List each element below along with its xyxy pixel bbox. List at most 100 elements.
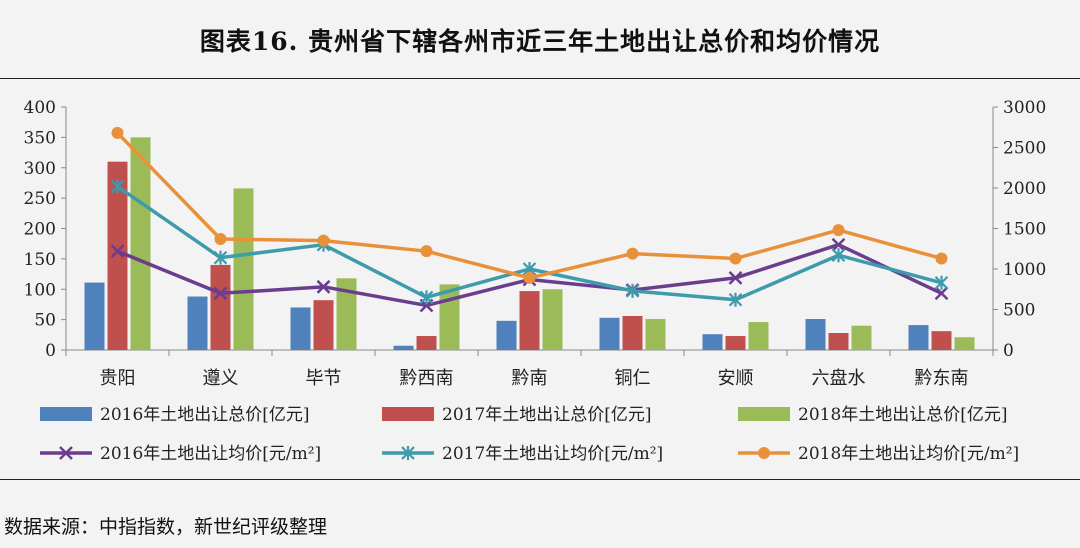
left-tick-label: 400: [24, 98, 56, 118]
x-tick-label: 黔东南: [915, 368, 969, 389]
right-tick-label: 1500: [1003, 220, 1046, 240]
bar: [393, 345, 414, 350]
bar: [725, 336, 746, 350]
legend-line-swatch: [738, 447, 790, 459]
data-point: [728, 271, 743, 285]
left-tick-label: 200: [24, 220, 56, 240]
data-point: [401, 446, 415, 460]
legend-label: 2016年土地出让均价[元/m²]: [100, 444, 321, 464]
legend-label: 2017年土地出让总价[亿元]: [442, 405, 652, 425]
data-point: [729, 252, 742, 265]
bar: [416, 336, 437, 350]
bar: [931, 331, 952, 350]
chart-title: 图表16. 贵州省下辖各州市近三年土地出让总价和均价情况: [199, 27, 881, 56]
chart-area: 0 50 100 150 200 250 300 350 400 0 500 1000 1500 2000…: [0, 78, 1080, 480]
combo-chart: 0 50 100 150 200 250 300 350 400 0 500 1000 1500 2000…: [24, 98, 1047, 464]
right-tick-label: 1000: [1003, 260, 1046, 280]
data-point: [110, 179, 125, 194]
bar: [313, 300, 334, 350]
bar: [210, 264, 231, 350]
data-point: [831, 248, 846, 263]
left-tick-label: 0: [45, 341, 56, 361]
data-point: [59, 446, 73, 460]
data-point: [626, 247, 639, 260]
x-tick-label: 安顺: [718, 368, 754, 389]
bar: [107, 161, 128, 350]
bar: [599, 317, 620, 350]
legend-swatch: [40, 407, 92, 421]
data-point: [625, 283, 640, 298]
x-tick-label: 六盘水: [812, 368, 866, 389]
bar: [908, 325, 929, 350]
data-point: [831, 237, 846, 252]
left-tick-label: 150: [24, 250, 56, 270]
bar-series-1: [84, 282, 929, 350]
bar: [233, 188, 254, 350]
right-tick-label: 3000: [1003, 98, 1046, 118]
source-note: 数据来源：中指指数，新世纪评级整理: [4, 516, 328, 538]
left-tick-label: 250: [24, 189, 56, 209]
x-tick-label: 铜仁: [615, 368, 651, 389]
data-point: [317, 234, 330, 247]
data-point: [934, 275, 949, 290]
legend-label: 2017年土地出让均价[元/m²]: [442, 444, 663, 464]
right-tick-label: 2500: [1003, 139, 1046, 159]
bar: [748, 322, 769, 350]
bar: [805, 319, 826, 350]
legend-label: 2016年土地出让总价[亿元]: [100, 405, 310, 425]
left-tick-label: 100: [24, 280, 56, 300]
data-point: [934, 286, 949, 301]
data-point: [523, 271, 536, 284]
bar: [645, 319, 666, 350]
line-series-3: [111, 126, 948, 284]
left-tick-label: 50: [34, 311, 56, 331]
data-point: [111, 126, 124, 139]
data-point: [316, 279, 331, 294]
left-tick-label: 300: [24, 159, 56, 179]
data-point: [213, 286, 228, 301]
bar-series: [84, 137, 975, 350]
bar-series-2: [107, 161, 952, 350]
x-tick-label: 毕节: [306, 368, 342, 389]
right-tick-label: 2000: [1003, 179, 1046, 199]
bar: [702, 334, 723, 350]
right-tick-label: 500: [1003, 301, 1035, 321]
legend-label: 2018年土地出让总价[亿元]: [798, 405, 1008, 425]
data-point: [420, 245, 433, 258]
legend-swatch: [382, 407, 434, 421]
line-series: [110, 126, 949, 313]
bar: [336, 278, 357, 350]
bar: [622, 315, 643, 350]
bar: [954, 337, 975, 350]
data-point: [728, 292, 743, 307]
bar: [851, 325, 872, 350]
data-point: [758, 447, 770, 459]
bar: [130, 137, 151, 350]
legend-label: 2018年土地出让均价[元/m²]: [798, 444, 1019, 464]
bar: [187, 296, 208, 350]
right-tick-label: 0: [1003, 341, 1014, 361]
legend-swatch: [738, 407, 790, 421]
x-tick-label: 黔南: [512, 368, 548, 389]
left-tick-label: 350: [24, 128, 56, 148]
bar: [84, 282, 105, 350]
data-point: [832, 224, 845, 237]
legend-line-swatch: [382, 446, 434, 460]
bar: [496, 320, 517, 350]
bar: [290, 307, 311, 350]
x-tick-label: 贵阳: [100, 368, 136, 389]
legend: 2016年土地出让总价[亿元] 2017年土地出让总价[亿元] 2018年土地出让总…: [40, 405, 1019, 464]
data-point: [419, 290, 434, 305]
bar: [542, 289, 563, 350]
bar: [519, 291, 540, 350]
data-point: [214, 233, 227, 246]
data-point: [935, 252, 948, 265]
data-point: [213, 250, 228, 265]
x-tick-label: 黔西南: [400, 368, 454, 389]
axes: 0 50 100 150 200 250 300 350 400 0 500 1000 1500 2000…: [24, 98, 1047, 389]
data-point: [110, 244, 125, 259]
bar-series-3: [130, 137, 975, 350]
legend-line-swatch: [40, 446, 92, 460]
x-tick-label: 遵义: [203, 368, 239, 389]
bar: [828, 332, 849, 350]
